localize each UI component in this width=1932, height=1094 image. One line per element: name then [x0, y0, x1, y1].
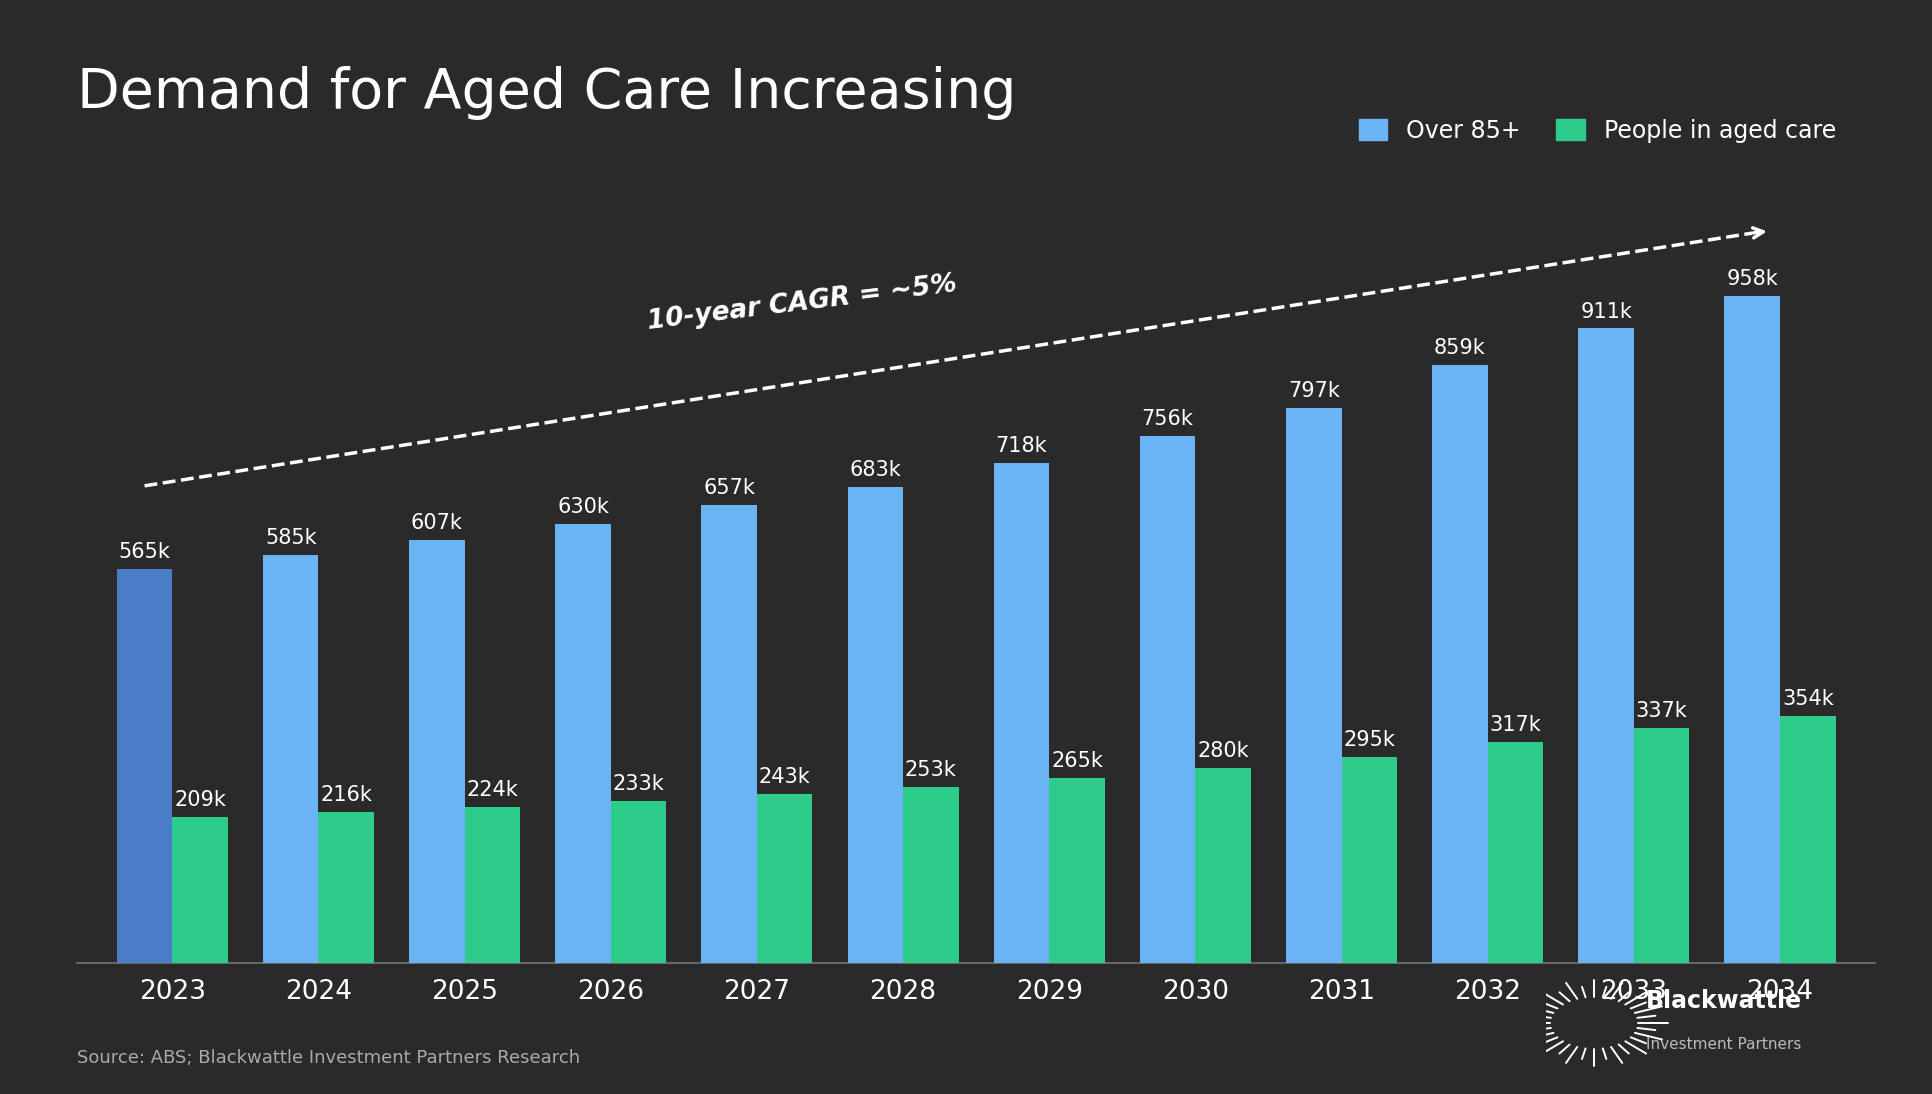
Text: 958k: 958k — [1725, 269, 1777, 289]
Bar — [757, 793, 811, 963]
Bar — [1194, 768, 1250, 963]
Text: 911k: 911k — [1578, 302, 1631, 322]
Text: Source: ABS; Blackwattle Investment Partners Research: Source: ABS; Blackwattle Investment Part… — [77, 1049, 580, 1067]
Text: 337k: 337k — [1634, 701, 1687, 721]
Bar — [1049, 778, 1105, 963]
Bar — [319, 813, 373, 963]
Text: 280k: 280k — [1196, 741, 1248, 760]
Text: 718k: 718k — [995, 435, 1047, 456]
Text: 354k: 354k — [1781, 689, 1833, 709]
Bar — [410, 540, 464, 963]
Text: 265k: 265k — [1051, 752, 1103, 771]
Bar — [1285, 408, 1341, 963]
Text: 683k: 683k — [848, 461, 900, 480]
Bar — [116, 569, 172, 963]
Text: 585k: 585k — [265, 528, 317, 548]
Text: 295k: 295k — [1343, 731, 1395, 750]
Text: 565k: 565k — [118, 543, 170, 562]
Text: 797k: 797k — [1287, 381, 1339, 400]
Text: 216k: 216k — [321, 785, 373, 805]
Text: Demand for Aged Care Increasing: Demand for Aged Care Increasing — [77, 66, 1016, 119]
Text: 317k: 317k — [1490, 715, 1540, 735]
Bar — [1341, 757, 1397, 963]
Text: 756k: 756k — [1142, 409, 1192, 430]
Bar — [1140, 437, 1194, 963]
Text: 233k: 233k — [612, 773, 665, 793]
Bar — [1432, 364, 1488, 963]
Text: 253k: 253k — [904, 759, 956, 780]
Bar — [1779, 717, 1835, 963]
Text: 209k: 209k — [174, 790, 226, 811]
Bar — [993, 463, 1049, 963]
Text: 607k: 607k — [412, 513, 462, 533]
Bar — [554, 524, 611, 963]
Bar — [263, 556, 319, 963]
Bar — [464, 806, 520, 963]
Bar — [902, 787, 958, 963]
Text: 224k: 224k — [466, 780, 518, 800]
Text: Blackwattle: Blackwattle — [1644, 989, 1801, 1013]
Bar — [701, 505, 757, 963]
Bar — [172, 817, 228, 963]
Text: 10-year CAGR = ~5%: 10-year CAGR = ~5% — [645, 271, 958, 335]
Text: 859k: 859k — [1434, 338, 1486, 358]
Bar — [611, 801, 667, 963]
Bar — [1578, 328, 1633, 963]
Bar — [1633, 729, 1689, 963]
Bar — [1488, 742, 1542, 963]
Bar — [1723, 295, 1779, 963]
Text: 630k: 630k — [556, 497, 609, 517]
Text: 657k: 657k — [703, 478, 755, 499]
Text: 243k: 243k — [759, 767, 810, 787]
Text: Investment Partners: Investment Partners — [1644, 1037, 1801, 1052]
Bar — [846, 487, 902, 963]
Legend: Over 85+, People in aged care: Over 85+, People in aged care — [1349, 109, 1845, 152]
